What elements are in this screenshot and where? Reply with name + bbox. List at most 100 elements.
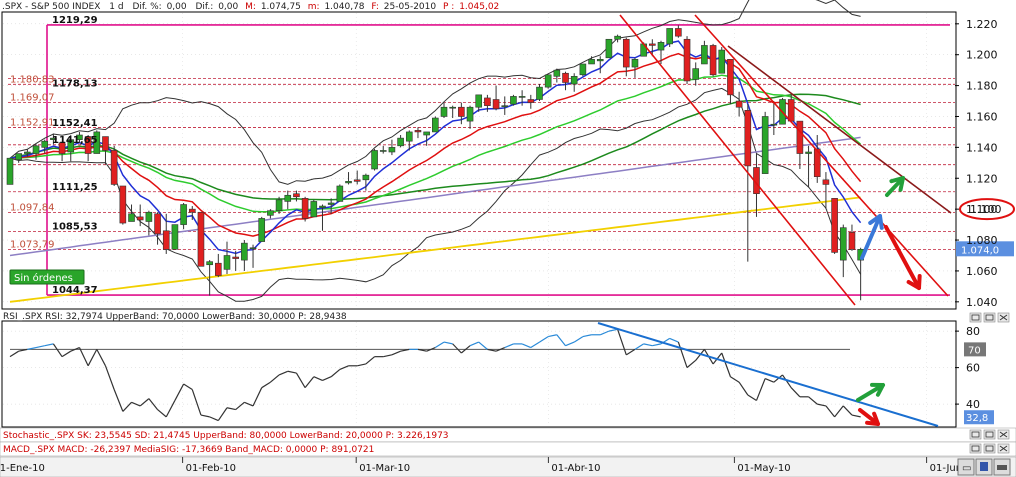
rsi-green-arrow-head	[870, 382, 885, 397]
price-level-label: 1044,37	[52, 285, 98, 296]
candle-body	[701, 45, 708, 65]
rsi-green-arrow-shaft	[856, 383, 885, 402]
rsi-line-segment	[582, 334, 592, 338]
candle-body	[683, 38, 691, 82]
candle-body	[458, 106, 465, 117]
candle-body	[162, 230, 170, 250]
red-down-arrow-shaft	[884, 225, 921, 290]
candle-body	[666, 28, 673, 45]
price-axis-label: 1.160	[966, 110, 998, 123]
rsi-line-segment	[78, 347, 89, 367]
candle-body	[379, 150, 387, 152]
rsi-value-tag	[964, 410, 994, 425]
candle-body	[136, 216, 144, 221]
candle-body	[241, 242, 248, 261]
candle-body	[284, 194, 292, 202]
candle-body	[215, 262, 222, 276]
green-up-arrow-head	[889, 176, 905, 192]
rsi-line-segment	[730, 376, 740, 383]
rsi-line-segment	[817, 403, 827, 407]
rsi-line-segment	[270, 374, 280, 383]
rsi-line-segment	[790, 387, 801, 398]
price-plot-frame	[1, 11, 957, 310]
panel-window-button	[983, 312, 996, 323]
candle-body	[50, 137, 57, 140]
rsi-line-segment	[339, 365, 349, 370]
candle-body	[432, 117, 439, 133]
candle-body	[41, 140, 49, 148]
rsi-panel: RSI_.SPX RSI: 32,7974 UpperBand: 70,0000…	[0, 310, 1016, 428]
rsi-line-segment	[104, 365, 115, 390]
candle-body	[501, 105, 509, 107]
ma-darkgreen-line	[9, 93, 861, 201]
candle-body	[492, 99, 500, 110]
candle-body	[275, 199, 283, 211]
rsi-line-segment	[96, 349, 107, 367]
rsi-upper-tag	[964, 342, 986, 357]
rsi-line-segment	[652, 343, 662, 347]
candle-body	[805, 151, 812, 154]
zoom-button[interactable]	[957, 458, 975, 476]
header-max-label: M:	[245, 2, 256, 12]
rsi-line-segment	[330, 368, 341, 378]
candle-body	[848, 232, 856, 250]
price-axis-label: 1.140	[966, 141, 998, 154]
rsi-line-segment	[721, 352, 732, 377]
rsi-line-segment	[157, 409, 167, 418]
rsi-line-segment	[478, 341, 488, 350]
rsi-line-segment	[44, 343, 54, 347]
rsi-line-segment	[383, 354, 393, 358]
channel-line-upper	[694, 14, 949, 297]
status-badge[interactable]: Sin órdenes	[9, 269, 85, 285]
candle-body	[744, 110, 752, 167]
rsi-red-arrow-head	[865, 411, 880, 426]
print-icon	[997, 465, 1007, 470]
rsi-line-segment	[764, 378, 775, 383]
rsi-line-segment	[573, 336, 584, 343]
macd-panel: MACD_.SPX MACD: -26,2397 MediaSIG: -17,3…	[0, 441, 1016, 457]
maximize-icon	[985, 314, 994, 321]
rsi-axis-label: 40	[966, 398, 980, 411]
rsi-line-segment	[808, 396, 818, 405]
rsi-line-segment	[183, 383, 193, 391]
rsi-line-segment	[600, 330, 610, 336]
candle-body	[839, 227, 847, 261]
rsi-line-segment	[70, 346, 80, 352]
rsi-axis: 80 60 40 70 32,8	[955, 325, 994, 425]
close-icon	[999, 431, 1008, 438]
price-axis-label: 1.180	[966, 80, 998, 93]
rsi-line-segment	[261, 381, 271, 389]
restore-icon	[971, 314, 980, 321]
rsi-line-segment	[851, 414, 861, 418]
header-dif-pct-label: Dif. %:	[132, 2, 161, 12]
candle-body	[362, 174, 370, 181]
header-dif-pct: 0,00	[167, 2, 187, 12]
header-period: 1 d	[109, 2, 123, 12]
rsi-line-segment	[443, 341, 453, 345]
price-axis-label: 1.060	[966, 265, 998, 278]
date-tick-label: 01-Abr-10	[551, 463, 600, 474]
fib-level-label: 1.097,84	[10, 202, 55, 213]
candle-body	[267, 210, 274, 216]
candle-body	[293, 193, 300, 198]
rsi-line-segment	[252, 387, 263, 407]
candle-body	[371, 150, 378, 170]
rsi-line-segment	[174, 383, 185, 401]
candle-body	[605, 38, 613, 59]
candle-body	[301, 198, 309, 219]
candle-body	[649, 43, 656, 46]
red-down-arrow-head	[906, 274, 922, 290]
ma-purple-line	[9, 136, 861, 257]
close-icon	[999, 445, 1008, 452]
close-icon	[999, 314, 1008, 321]
candle-body	[544, 74, 552, 88]
candle-body	[258, 218, 266, 242]
date-tick-label: 01-Ene-10	[0, 463, 45, 474]
bollinger-upper-line	[9, 0, 861, 185]
candle-body	[128, 213, 135, 222]
candle-body	[596, 59, 604, 62]
rsi-line-segment	[539, 336, 549, 343]
candles	[6, 25, 864, 301]
candle-body	[6, 157, 14, 185]
rsi-line-segment	[608, 328, 618, 332]
